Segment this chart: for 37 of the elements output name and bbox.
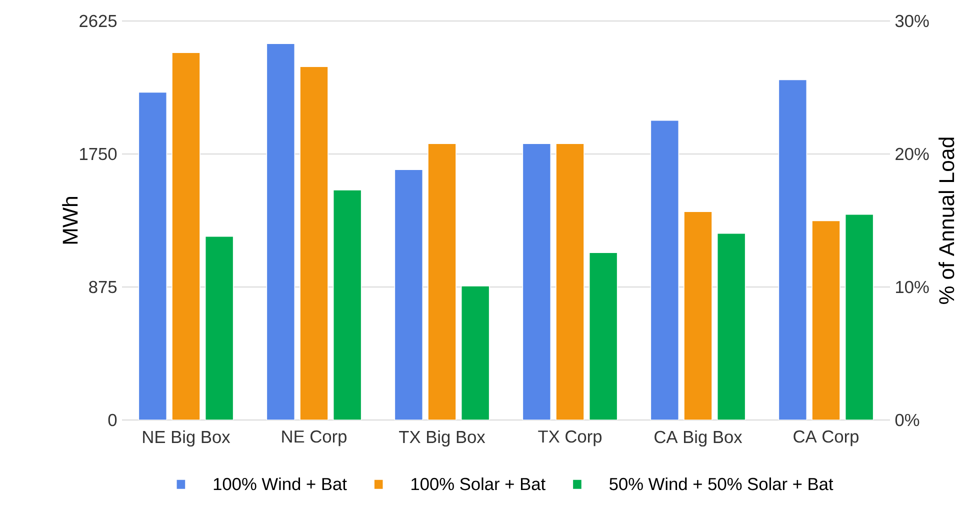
bar — [522, 143, 552, 420]
bar — [650, 120, 680, 420]
bar — [588, 252, 618, 420]
bar — [332, 190, 362, 420]
bar — [428, 143, 456, 420]
bar — [266, 43, 296, 420]
y2-tick-label: 30% — [895, 14, 929, 28]
legend-label: 100% Solar + Bat — [412, 477, 546, 490]
y2-tick-label: 0% — [895, 414, 920, 426]
bar — [684, 211, 712, 420]
y2-tick-label: 20% — [896, 148, 929, 160]
bar — [300, 66, 328, 420]
bar — [204, 236, 234, 420]
y2-tick-label: 10% — [896, 280, 929, 294]
bar — [778, 79, 808, 420]
bar — [556, 143, 584, 420]
bar — [460, 286, 490, 420]
x-tick-label: TX Big Box — [399, 430, 486, 447]
x-tick-label: NE Corp — [282, 430, 346, 446]
y-tick-label: 1750 — [80, 148, 117, 160]
y-tick-label: 875 — [89, 280, 117, 294]
x-tick-label: CA Corp — [794, 430, 858, 446]
bar — [172, 52, 200, 420]
legend-label: 100% Wind + Bat — [214, 477, 347, 490]
y-tick-label: 2625 — [80, 14, 117, 28]
y-axis-title: MWh — [62, 197, 78, 244]
legend-label: 50% Wind + 50% Solar + Bat — [610, 477, 834, 490]
x-tick-label: TX Corp — [538, 430, 602, 446]
bar — [394, 169, 424, 420]
x-tick-label: CA Big Box — [654, 430, 742, 447]
x-tick-label: NE Big Box — [143, 430, 230, 447]
y2-axis-title: % of Annual Load — [938, 138, 954, 304]
bar — [812, 220, 840, 420]
bar — [716, 232, 746, 420]
bar — [844, 214, 874, 420]
bar — [138, 92, 168, 420]
y-tick-label: 0 — [108, 414, 117, 426]
